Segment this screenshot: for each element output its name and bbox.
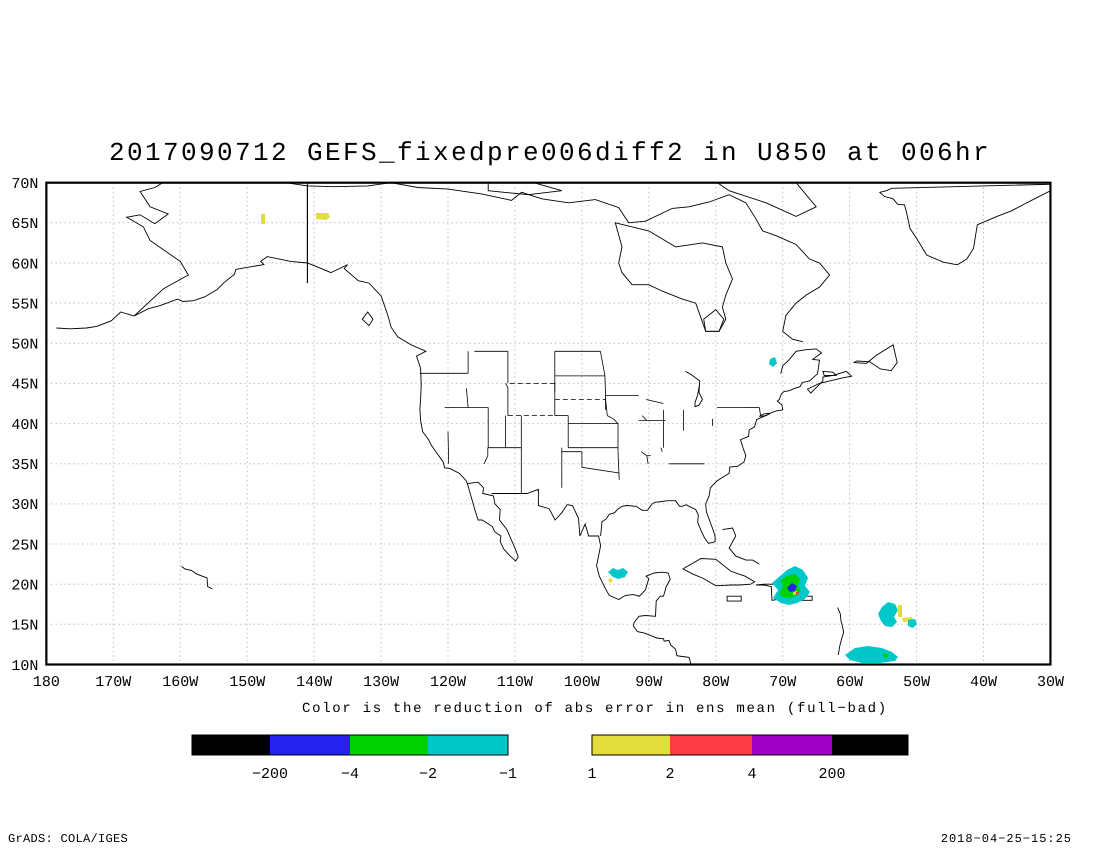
svg-text:2: 2 [665,766,674,783]
svg-text:−2: −2 [419,766,437,783]
svg-text:200: 200 [818,766,845,783]
svg-text:−1: −1 [499,766,517,783]
svg-text:1: 1 [587,766,596,783]
svg-text:−4: −4 [341,766,359,783]
svg-text:4: 4 [747,766,756,783]
svg-text:−200: −200 [252,766,288,783]
